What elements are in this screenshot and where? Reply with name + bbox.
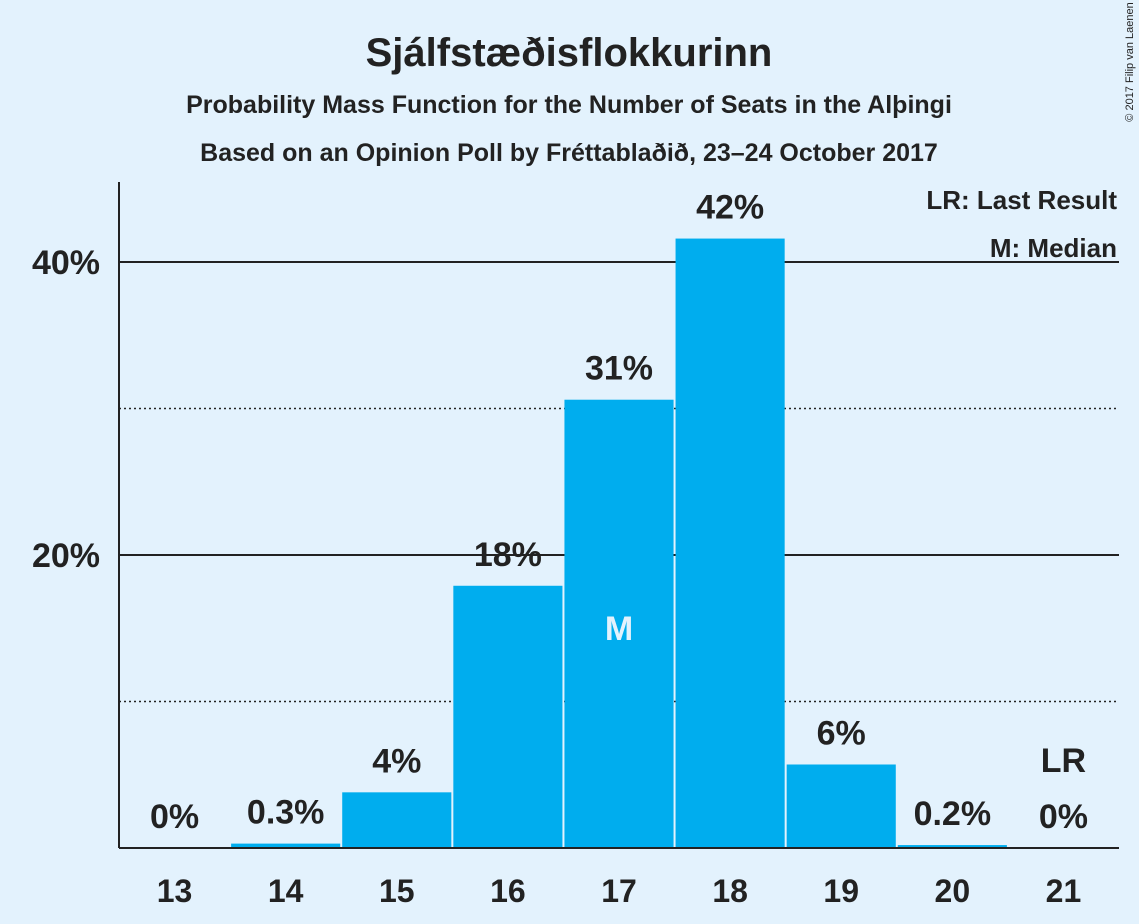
x-tick-label: 15 (379, 873, 415, 909)
bar (342, 792, 452, 848)
data-label: 42% (696, 189, 764, 227)
data-label: 0.2% (914, 795, 992, 833)
x-tick-label: 18 (712, 873, 748, 909)
chart-subtitle: Probability Mass Function for the Number… (186, 91, 952, 119)
bar (786, 764, 896, 848)
y-axis-ticks: 20% 40% (32, 244, 100, 575)
data-label: 4% (372, 742, 421, 780)
bar (231, 843, 341, 848)
data-label: 0.3% (247, 794, 325, 832)
copyright-text: © 2017 Filip van Laenen (1124, 2, 1136, 121)
y-tick-label: 40% (32, 244, 100, 282)
bars (231, 238, 1007, 848)
data-label: 0% (1039, 798, 1088, 836)
legend-median: M: Median (990, 233, 1117, 263)
x-tick-label: 20 (935, 873, 971, 909)
x-tick-label: 17 (601, 873, 637, 909)
bar (453, 585, 563, 848)
chart-title: Sjálfstæðisflokkurinn (366, 31, 773, 75)
x-tick-label: 21 (1046, 873, 1082, 909)
chart-subtitle-2: Based on an Opinion Poll by Fréttablaðið… (200, 139, 938, 167)
x-tick-label: 19 (823, 873, 859, 909)
median-marker: M (605, 610, 633, 648)
bar (675, 238, 785, 848)
bar (564, 399, 674, 848)
y-tick-label: 20% (32, 537, 100, 575)
data-label: 18% (474, 536, 542, 574)
legend-last-result: LR: Last Result (926, 185, 1117, 215)
x-tick-label: 14 (268, 873, 304, 909)
x-tick-label: 13 (157, 873, 193, 909)
x-axis-ticks: 13 14 15 16 17 18 19 20 21 (157, 873, 1081, 909)
last-result-marker: LR (1041, 742, 1086, 780)
bar (897, 845, 1007, 848)
data-label: 0% (150, 798, 199, 836)
data-label: 31% (585, 350, 653, 388)
data-labels: 0% 0.3% 4% 18% 31% M 42% 6% 0.2% 0% LR (150, 189, 1088, 836)
data-label: 6% (817, 714, 866, 752)
x-tick-label: 16 (490, 873, 526, 909)
